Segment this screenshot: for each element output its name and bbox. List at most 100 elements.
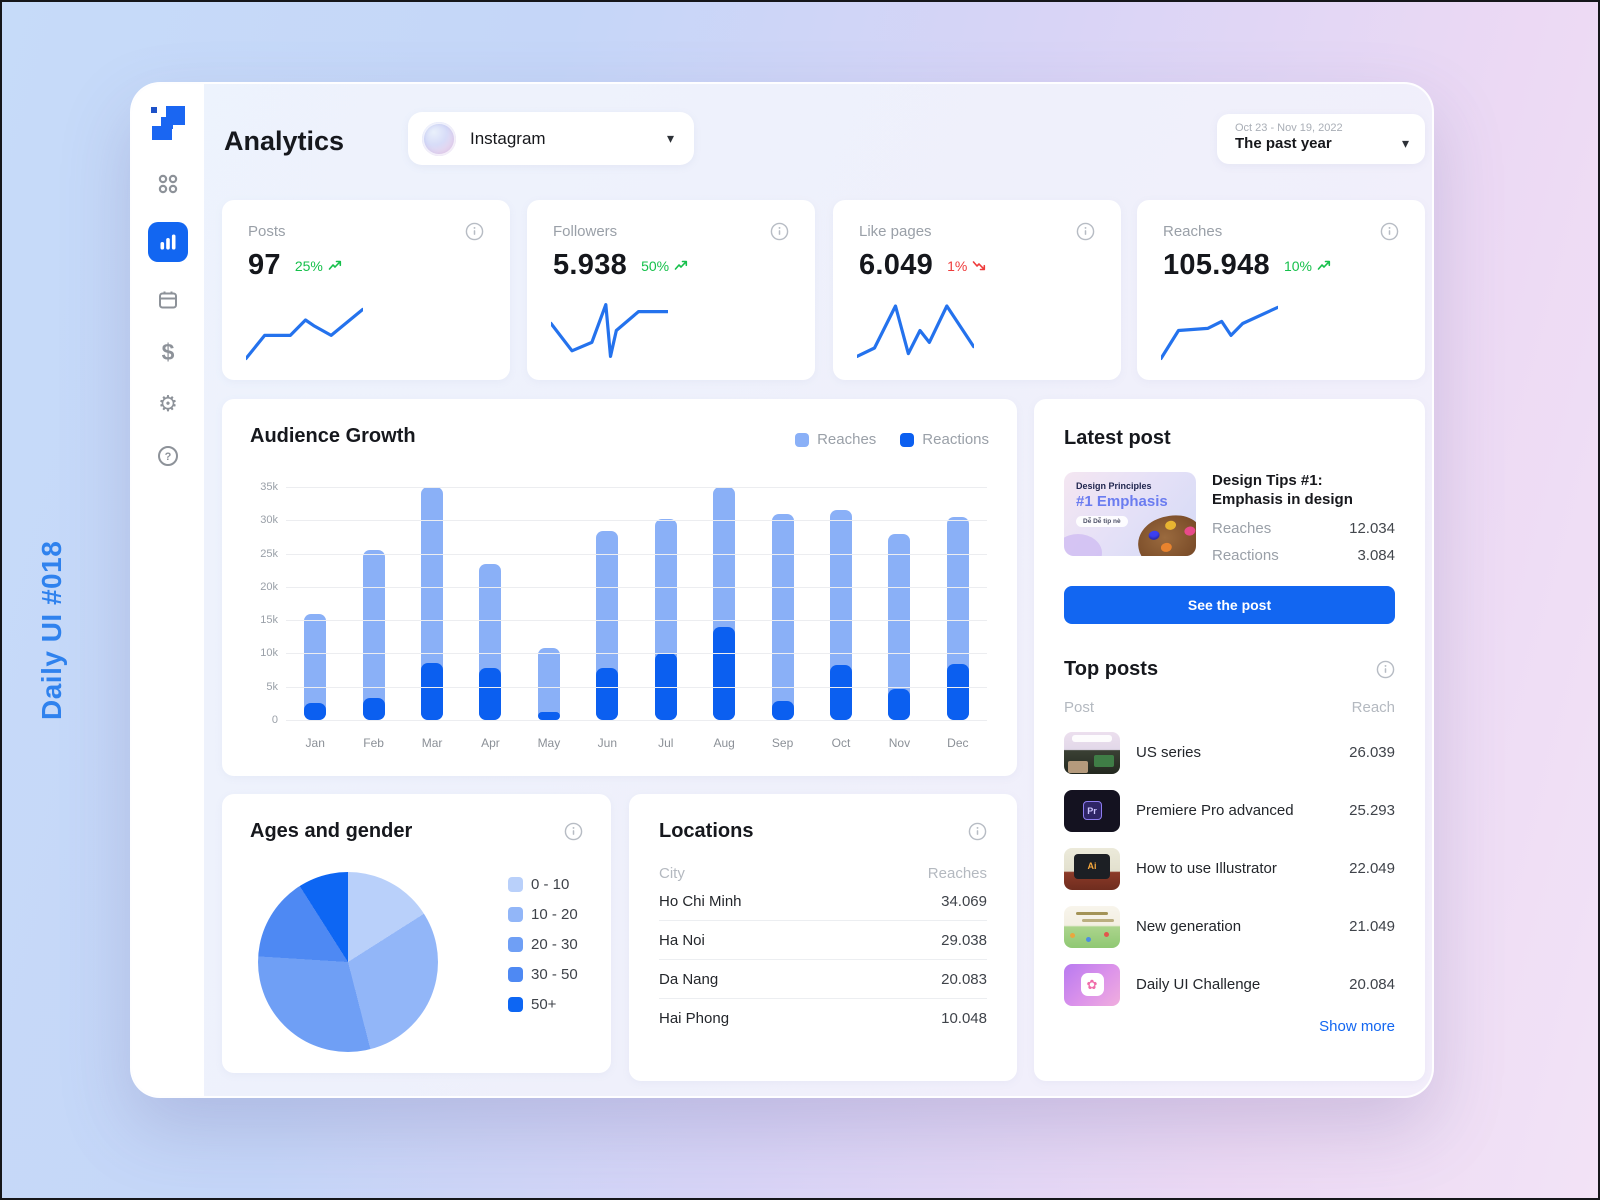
- y-axis-tick-label: 0: [271, 714, 278, 726]
- trend-arrow-icon: [674, 258, 689, 274]
- reactions-bar: [479, 668, 502, 720]
- info-icon[interactable]: [1380, 222, 1399, 241]
- gridline: [286, 620, 987, 622]
- stat-change: 25%: [295, 258, 343, 274]
- post-thumbnail-us-series: [1064, 731, 1120, 774]
- x-axis-tick-label: Sep: [771, 736, 794, 750]
- date-range-selector[interactable]: Oct 23 - Nov 19, 2022 The past year ▾: [1217, 114, 1425, 164]
- post-thumbnail-illustrator: Ai: [1064, 847, 1120, 890]
- stat-label: Posts: [248, 223, 286, 240]
- chevron-down-icon: ▾: [666, 130, 674, 146]
- stat-label: Reaches: [1163, 223, 1223, 240]
- latest-post-title: Latest post: [1064, 427, 1171, 449]
- bar-column-feb: [344, 487, 402, 720]
- help-icon: ?: [158, 446, 178, 466]
- bar-chart-icon: [160, 234, 176, 250]
- y-axis-tick-label: 20k: [260, 580, 278, 593]
- location-row: Hai Phong 10.048: [659, 1010, 987, 1027]
- bar-column-may: [520, 487, 578, 720]
- info-icon[interactable]: [770, 222, 789, 241]
- watermark-text: Daily UI #018: [36, 540, 67, 720]
- info-icon[interactable]: [968, 822, 987, 841]
- bar-column-jun: [578, 487, 636, 720]
- reactions-bar: [830, 665, 852, 720]
- info-icon[interactable]: [1076, 222, 1095, 241]
- top-posts-header: Post Reach: [1064, 698, 1395, 716]
- x-axis-tick-label: Oct: [831, 736, 851, 750]
- legend-item: 50+: [508, 996, 578, 1013]
- sidebar-item-calendar[interactable]: [148, 286, 188, 314]
- sidebar-item-apps[interactable]: [148, 170, 188, 198]
- svg-text:?: ?: [165, 451, 172, 463]
- location-row: Da Nang 20.083: [659, 960, 987, 999]
- bar-column-apr: [461, 487, 519, 720]
- sparkline-chart: [551, 292, 668, 362]
- reactions-bar: [362, 698, 385, 720]
- pie-legend: 0 - 10 10 - 20 20 - 30 30 - 50 50+: [508, 876, 578, 1013]
- sparkline-chart: [1161, 292, 1278, 362]
- reactions-bar: [596, 668, 619, 720]
- y-axis-tick-label: 35k: [260, 481, 278, 493]
- trend-arrow-icon: [1317, 258, 1332, 274]
- reaches-bar: [362, 550, 385, 720]
- sidebar-menu: $ ⚙ ?: [148, 170, 188, 470]
- top-post-row[interactable]: US series 26.039: [1064, 731, 1395, 774]
- y-axis-tick-label: 10k: [260, 647, 278, 660]
- gridline: [286, 520, 987, 522]
- thumbnail-badge: Dễ Dễ tip nè: [1076, 516, 1128, 527]
- latest-post-heading: Design Tips #1: Emphasis in design: [1212, 472, 1353, 508]
- stat-card-followers: Followers 5.938 50%: [527, 200, 815, 380]
- reactions-bar: [946, 664, 969, 720]
- legend-swatch: [795, 432, 810, 447]
- x-axis-tick-label: Jul: [658, 736, 674, 750]
- chart-legend: Reaches Reactions: [795, 431, 989, 448]
- stat-value: 6.049: [859, 249, 934, 281]
- stat-card-posts: Posts 97 25%: [222, 200, 510, 380]
- latest-post-thumbnail[interactable]: Design Principles #1 Emphasis Dễ Dễ tip …: [1064, 472, 1196, 556]
- trend-arrow-icon: [328, 258, 343, 274]
- sidebar-item-help[interactable]: ?: [148, 442, 188, 470]
- top-post-row[interactable]: Pr Premiere Pro advanced 25.293: [1064, 789, 1395, 832]
- reactions-bar: [888, 689, 911, 720]
- top-post-row[interactable]: New generation 21.049: [1064, 905, 1395, 948]
- stat-change: 10%: [1284, 258, 1332, 274]
- top-post-row[interactable]: ✿ Daily UI Challenge 20.084: [1064, 963, 1395, 1006]
- see-the-post-button[interactable]: See the post: [1064, 585, 1395, 624]
- x-axis-tick-label: Dec: [947, 736, 969, 750]
- sidebar-item-settings[interactable]: ⚙: [148, 390, 188, 418]
- legend-item: 30 - 50: [508, 966, 578, 983]
- info-icon[interactable]: [465, 222, 484, 241]
- sparkline-chart: [246, 292, 363, 362]
- sparkline-chart: [857, 292, 974, 362]
- legend-swatch: [508, 937, 523, 952]
- show-more-link[interactable]: Show more: [1319, 1017, 1395, 1035]
- sidebar-item-analytics[interactable]: [148, 222, 188, 262]
- bar-chart-plot: Jan Feb Mar Apr May Jun Jul Aug Sep Oct Nov Dec 35k…: [260, 481, 987, 750]
- stat-card-reaches: Reaches 105.948 10%: [1137, 200, 1425, 380]
- gridline: [286, 586, 987, 588]
- account-selector[interactable]: Instagram ▾: [408, 112, 694, 165]
- app-logo-icon[interactable]: [151, 106, 185, 140]
- top-post-row[interactable]: Ai How to use Illustrator 22.049: [1064, 847, 1395, 890]
- gridline: [286, 553, 987, 555]
- apps-grid-icon: [158, 174, 178, 194]
- sidebar-item-billing[interactable]: $: [148, 338, 188, 366]
- stat-label: Like pages: [859, 223, 932, 240]
- legend-item: 10 - 20: [508, 906, 578, 923]
- palette-illustration: [1133, 510, 1196, 556]
- bar-column-sep: [753, 487, 811, 720]
- stat-change: 50%: [641, 258, 689, 274]
- date-range-text: Oct 23 - Nov 19, 2022: [1235, 122, 1343, 134]
- info-icon[interactable]: [564, 822, 583, 841]
- audience-growth-card: Audience Growth Reaches Reactions Jan Feb…: [222, 399, 1017, 776]
- y-axis-tick-label: 25k: [260, 547, 278, 560]
- stat-value: 97: [248, 249, 281, 281]
- date-range-label: The past year: [1235, 135, 1332, 152]
- location-row: Ha Noi 29.038: [659, 921, 987, 960]
- locations-header: City Reaches: [659, 865, 987, 882]
- right-panel: Latest post Design Principles #1 Emphasi…: [1034, 399, 1425, 1081]
- reaches-bar: [421, 487, 444, 720]
- reaches-bar: [537, 648, 560, 720]
- info-icon[interactable]: [1376, 660, 1395, 679]
- x-axis-tick-label: Feb: [363, 736, 384, 750]
